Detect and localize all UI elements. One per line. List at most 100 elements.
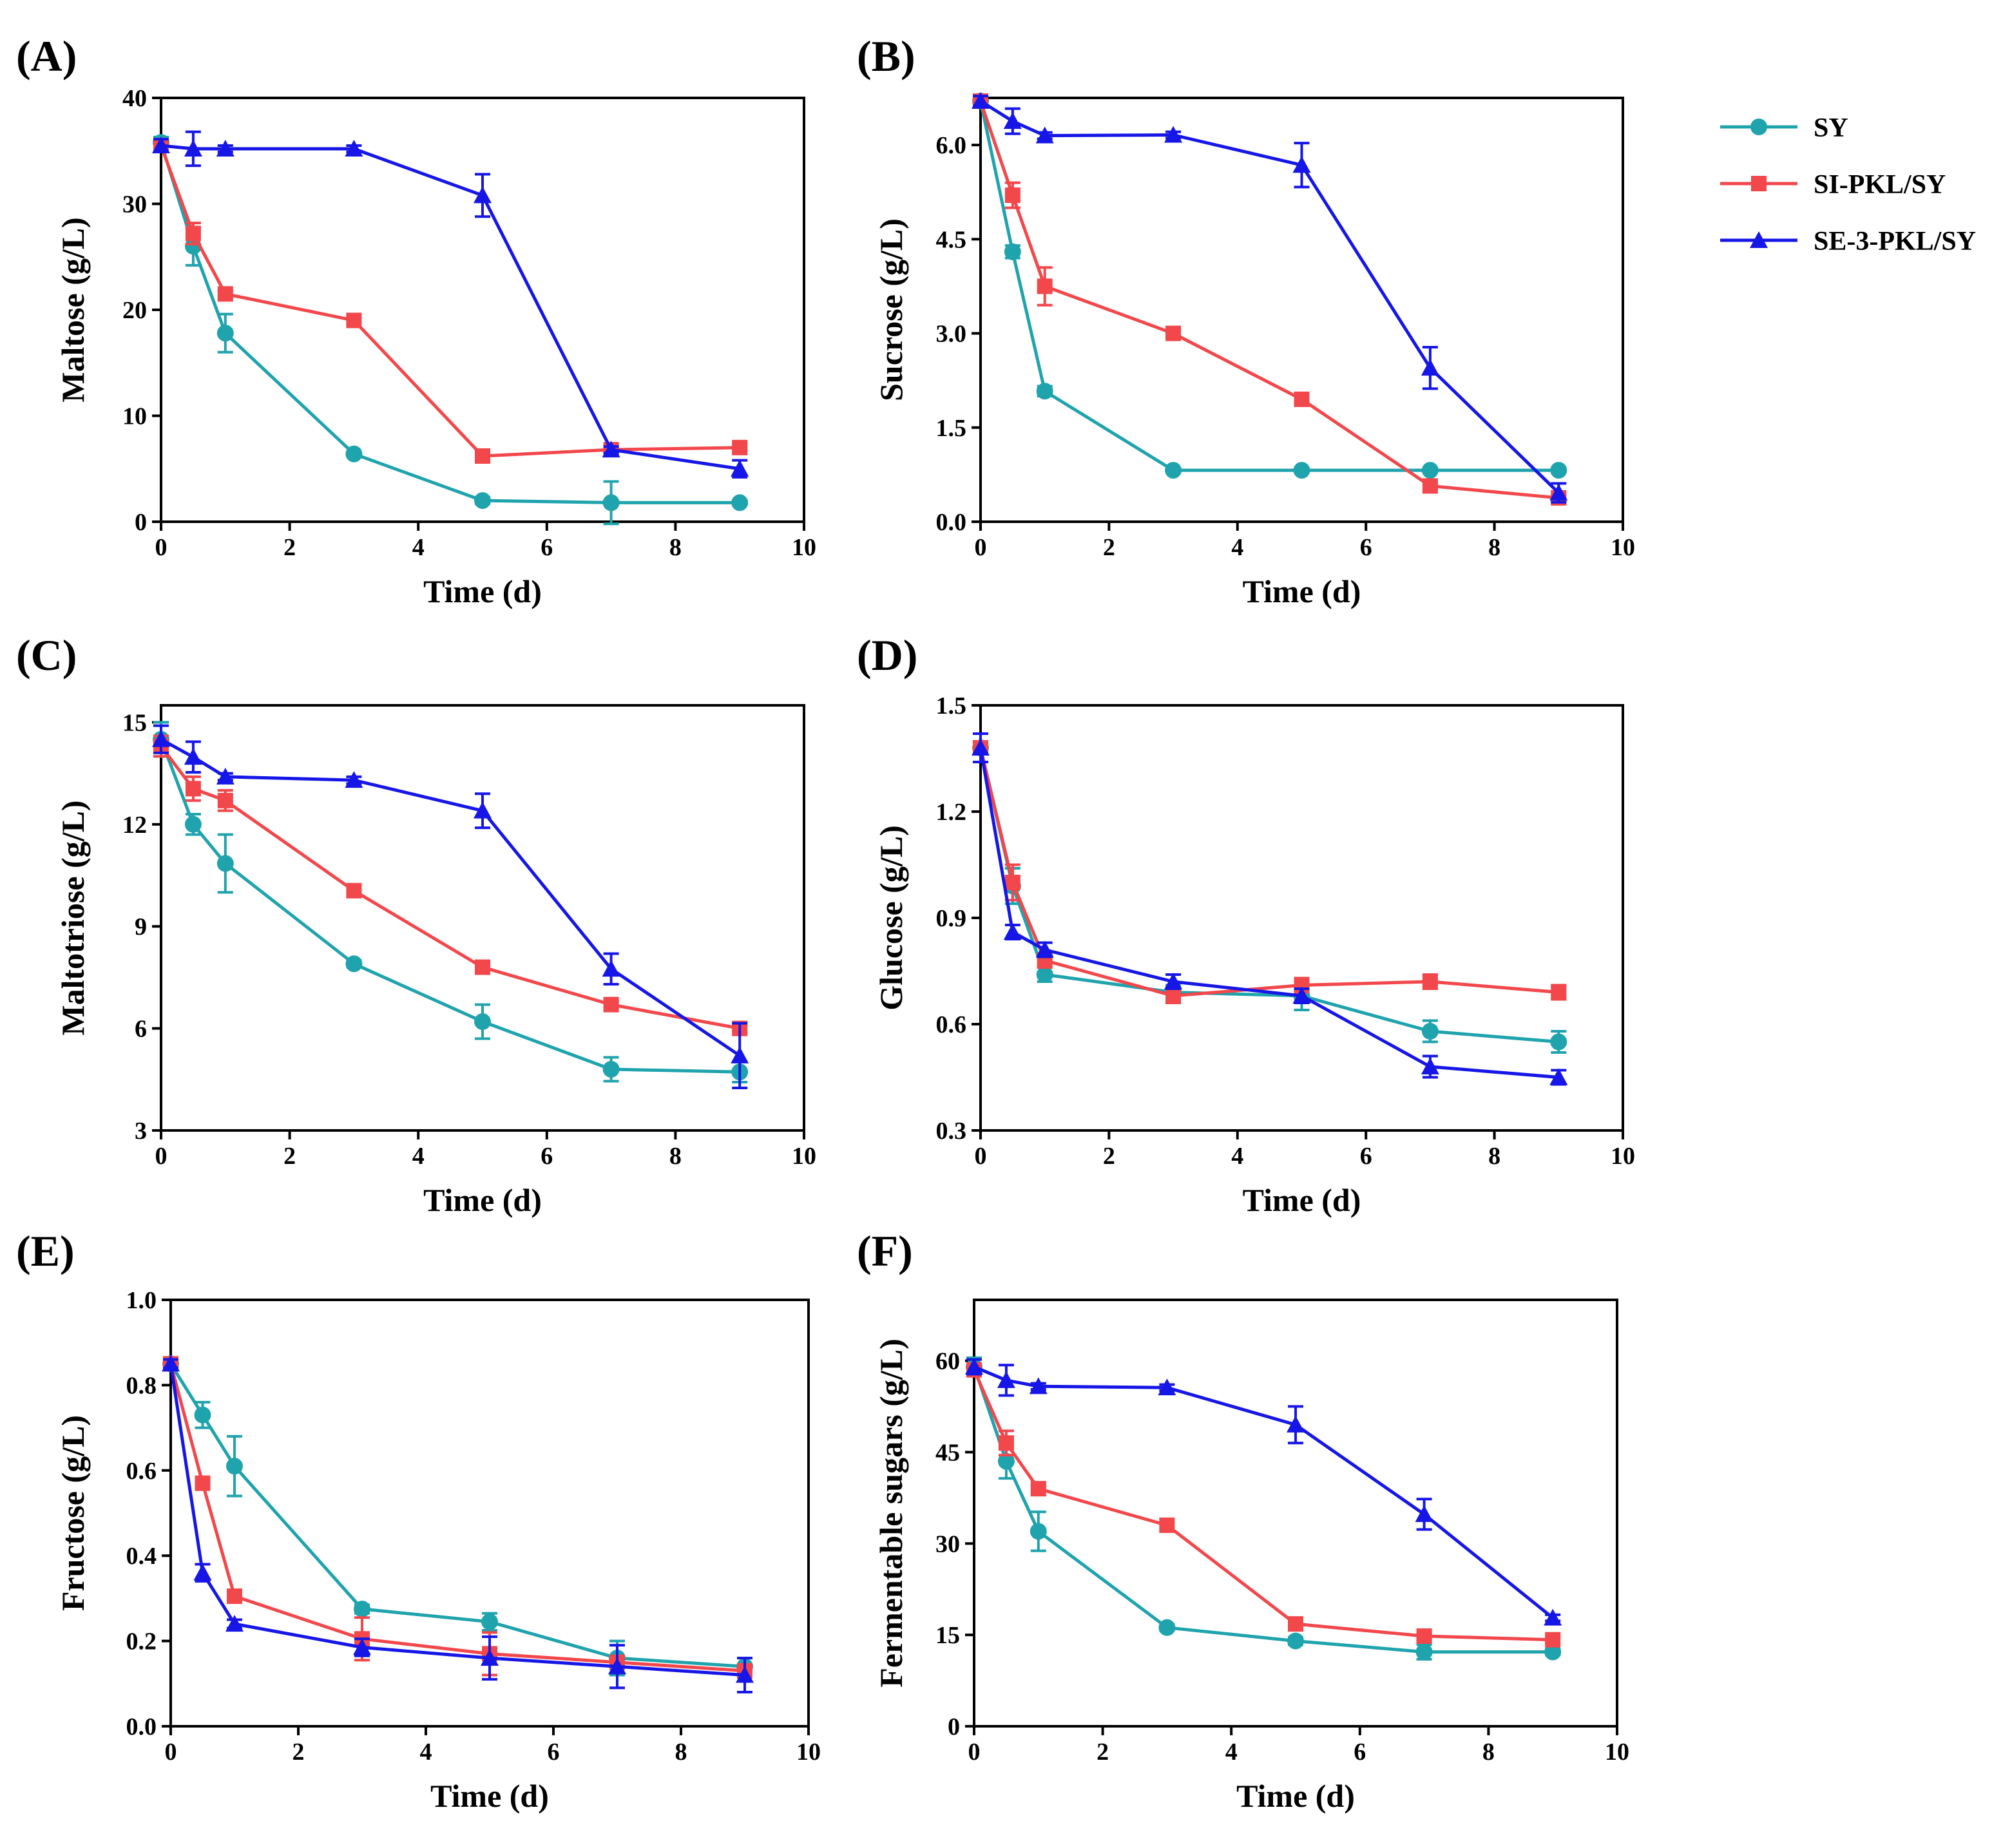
data-point (346, 882, 362, 899)
data-point (1003, 112, 1022, 129)
data-point (184, 748, 202, 765)
series-si-pkl-sy (973, 93, 1567, 506)
chart-panel-b: (B) 0 2 4 6 8 10 0.0 1.5 3.0 4.5 6.0 Time (d) Sucrose… (857, 32, 1635, 609)
x-tick-label: 8 (1488, 1143, 1500, 1170)
y-tick-label: 20 (122, 297, 147, 324)
x-tick-label: 2 (1097, 1738, 1109, 1766)
y-tick-label: 12 (122, 812, 147, 839)
series-si-pkl-sy (973, 732, 1567, 1004)
series-line (979, 747, 1559, 1079)
chart-panel-c: (C) 0 2 4 6 8 10 3 6 9 12 15 Time (d) Maltotriose (g/… (16, 631, 816, 1218)
x-tick-label: 2 (283, 1143, 296, 1170)
data-point (731, 494, 749, 511)
series-sy (966, 1356, 1562, 1661)
data-point (1292, 987, 1311, 1004)
data-point (1550, 462, 1567, 479)
data-point (1004, 187, 1020, 204)
y-tick-label: 60 (935, 1348, 960, 1375)
data-point (731, 1046, 749, 1063)
data-point (998, 1435, 1014, 1451)
x-tick-label: 10 (1605, 1738, 1629, 1766)
x-axis-title: Time (d) (1243, 1182, 1361, 1218)
x-tick-label: 4 (412, 534, 425, 561)
legend-marker-se-3-pkl-sy (1750, 231, 1768, 248)
y-tick-label: 0.6 (126, 1458, 157, 1485)
x-tick-label: 10 (792, 534, 816, 561)
y-tick-label: 1.5 (936, 692, 967, 719)
data-point (185, 225, 201, 242)
series-line (169, 1363, 745, 1677)
y-axis-title: Sucrose (g/L) (873, 218, 909, 401)
series-line (169, 1363, 745, 1673)
legend-item-sy: SY (1720, 113, 1848, 143)
y-tick-label: 30 (122, 191, 147, 218)
x-tick-label: 6 (541, 1143, 553, 1170)
y-tick-label: 4.5 (936, 226, 967, 253)
x-tick-label: 2 (283, 534, 296, 561)
data-point (474, 801, 492, 819)
series-si-pkl-sy (163, 1356, 752, 1679)
x-tick-label: 2 (1103, 534, 1115, 561)
x-tick-label: 10 (796, 1738, 821, 1766)
y-axis-title: Fructose (g/L) (55, 1415, 91, 1611)
y-tick-label: 0.3 (936, 1118, 967, 1145)
legend-label-sy: SY (1814, 113, 1848, 143)
x-tick-label: 0 (968, 1738, 981, 1766)
panel-label: (A) (16, 32, 77, 81)
data-point (1288, 1616, 1303, 1632)
data-point (736, 1666, 754, 1683)
data-point (345, 139, 363, 157)
data-point (1158, 1378, 1176, 1396)
y-tick-label: 10 (122, 403, 147, 430)
y-tick-label: 1.5 (936, 415, 967, 442)
series-si-pkl-sy (153, 138, 748, 464)
series-si-pkl-sy (153, 734, 748, 1036)
x-axis-title: Time (d) (1243, 573, 1361, 609)
data-point (1036, 383, 1053, 400)
panel-label: (E) (16, 1226, 75, 1275)
x-tick-label: 8 (669, 534, 682, 561)
data-point (1421, 359, 1439, 376)
x-tick-label: 6 (548, 1738, 560, 1766)
y-tick-label: 1.0 (126, 1287, 157, 1314)
series-se-3-pkl-sy (152, 130, 749, 479)
series-sy (972, 732, 1567, 1054)
series-line (972, 1369, 1553, 1642)
data-point (185, 781, 201, 797)
x-tick-label: 0 (975, 534, 987, 561)
data-point (972, 739, 990, 756)
series-line (159, 145, 740, 458)
data-point (152, 730, 170, 747)
data-point (216, 855, 234, 872)
legend-marker-si-pkl-sy (1751, 176, 1767, 191)
data-point (602, 494, 620, 511)
y-tick-label: 30 (935, 1530, 960, 1557)
data-point (217, 792, 233, 808)
data-point (1415, 1505, 1433, 1522)
y-tick-label: 6 (135, 1016, 147, 1043)
series-line (159, 738, 740, 1074)
data-point (997, 1371, 1015, 1388)
x-tick-label: 4 (420, 1738, 432, 1766)
x-tick-label: 6 (1360, 1143, 1372, 1170)
y-tick-label: 6.0 (936, 132, 967, 159)
data-point (1421, 1023, 1439, 1040)
x-tick-label: 4 (1231, 534, 1243, 561)
y-tick-label: 1.2 (936, 799, 967, 826)
data-point (345, 445, 363, 462)
data-point (475, 448, 490, 464)
x-axis-title: Time (d) (423, 573, 542, 609)
data-point (1035, 126, 1054, 144)
x-tick-label: 6 (1354, 1738, 1366, 1766)
legend-label-si-pkl-sy: SI-PKL/SY (1814, 170, 1946, 200)
data-point (162, 1355, 180, 1372)
data-point (193, 1563, 212, 1581)
y-axis-title: Fermentable sugars (g/L) (873, 1338, 909, 1688)
data-point (1544, 1608, 1562, 1626)
y-tick-label: 0.2 (126, 1628, 157, 1655)
data-point (1037, 278, 1053, 294)
plot-frame (979, 97, 1624, 523)
data-point (731, 459, 749, 477)
data-point (1030, 1481, 1046, 1497)
data-point (194, 1406, 211, 1424)
